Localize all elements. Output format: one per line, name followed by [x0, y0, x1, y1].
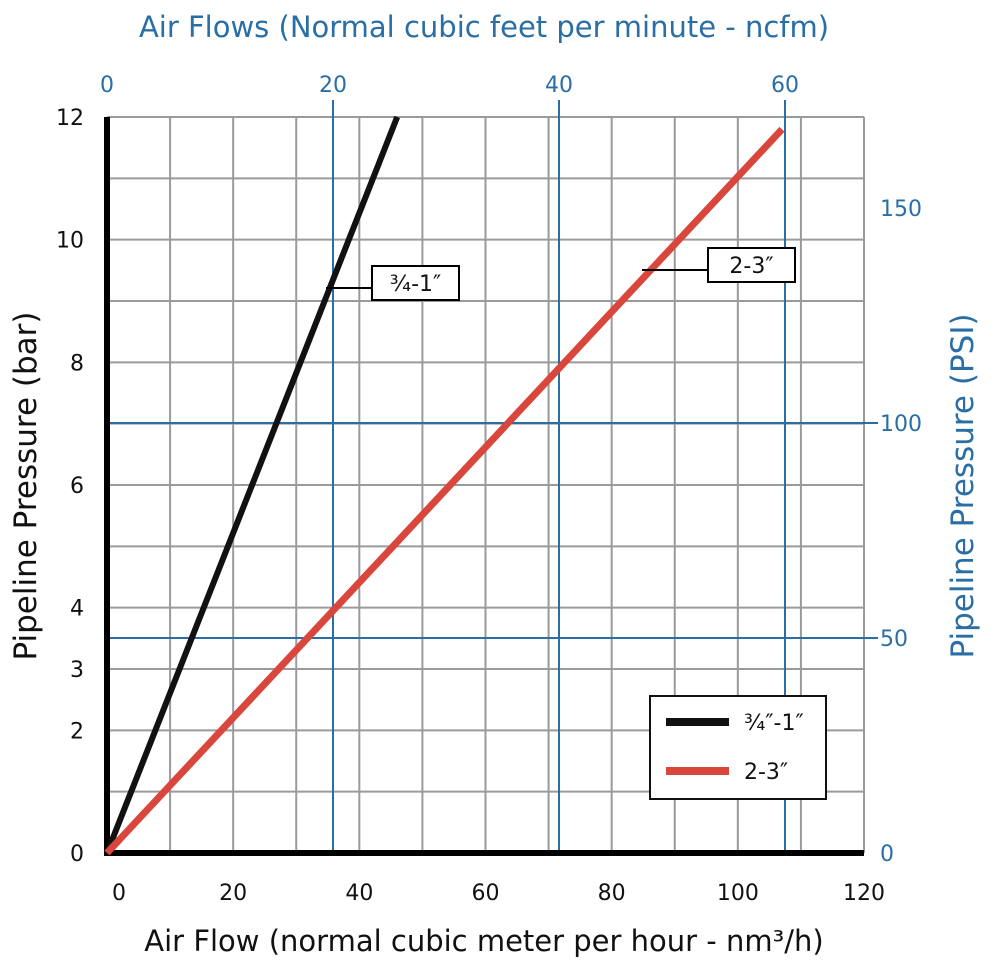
y2-tick-label: 100 — [880, 412, 922, 437]
x-axis-label: Air Flow (normal cubic meter per hour - … — [144, 924, 823, 958]
callout-label-1: ¾-1″ — [390, 272, 441, 297]
y-axis-label: Pipeline Pressure (bar) — [8, 311, 44, 660]
x2-tick-label: 60 — [771, 73, 799, 98]
x-tick-label: 100 — [717, 881, 759, 906]
legend-label-series-1: ¾″-1″ — [744, 711, 804, 736]
chart-title: Air Flows (Normal cubic feet per minute … — [139, 10, 829, 44]
series-line-2 — [104, 126, 785, 856]
y-tick-label: 2 — [70, 719, 84, 744]
x-tick-label: 20 — [219, 881, 247, 906]
y-tick-label: 3 — [70, 658, 84, 683]
x-tick-label: 0 — [112, 881, 126, 906]
x2-tick-label: 40 — [545, 73, 573, 98]
y-tick-label: 4 — [70, 597, 84, 622]
y2-tick-label: 150 — [880, 197, 922, 222]
y2-tick-label: 0 — [880, 842, 894, 867]
callout-box-2 — [707, 247, 796, 283]
y2-tick-label: 50 — [880, 627, 908, 652]
callouts: ¾-1″ 2-3″ — [326, 247, 796, 301]
series-line-1 — [104, 115, 400, 855]
x-tick-label: 40 — [345, 881, 373, 906]
legend-label-series-2: 2-3″ — [744, 760, 788, 785]
y-tick-label: 12 — [56, 106, 84, 131]
x2-tick-label: 0 — [100, 73, 114, 98]
x-tick-label: 80 — [598, 881, 626, 906]
y-tick-label: 0 — [70, 842, 84, 867]
axes — [104, 117, 864, 856]
y2-axis-label: Pipeline Pressure (PSI) — [945, 313, 981, 658]
callout-label-2: 2-3″ — [729, 254, 773, 279]
x2-tick-label: 20 — [319, 73, 347, 98]
x-tick-label: 60 — [472, 881, 500, 906]
legend: ¾″-1″ 2-3″ — [649, 695, 827, 800]
series-layer — [104, 115, 785, 856]
legend-box — [649, 695, 827, 800]
y-tick-label: 10 — [56, 229, 84, 254]
x-tick-label: 120 — [843, 881, 885, 906]
callout-box-1 — [371, 265, 460, 301]
y-tick-label: 8 — [70, 351, 84, 376]
y-tick-label: 6 — [70, 474, 84, 499]
